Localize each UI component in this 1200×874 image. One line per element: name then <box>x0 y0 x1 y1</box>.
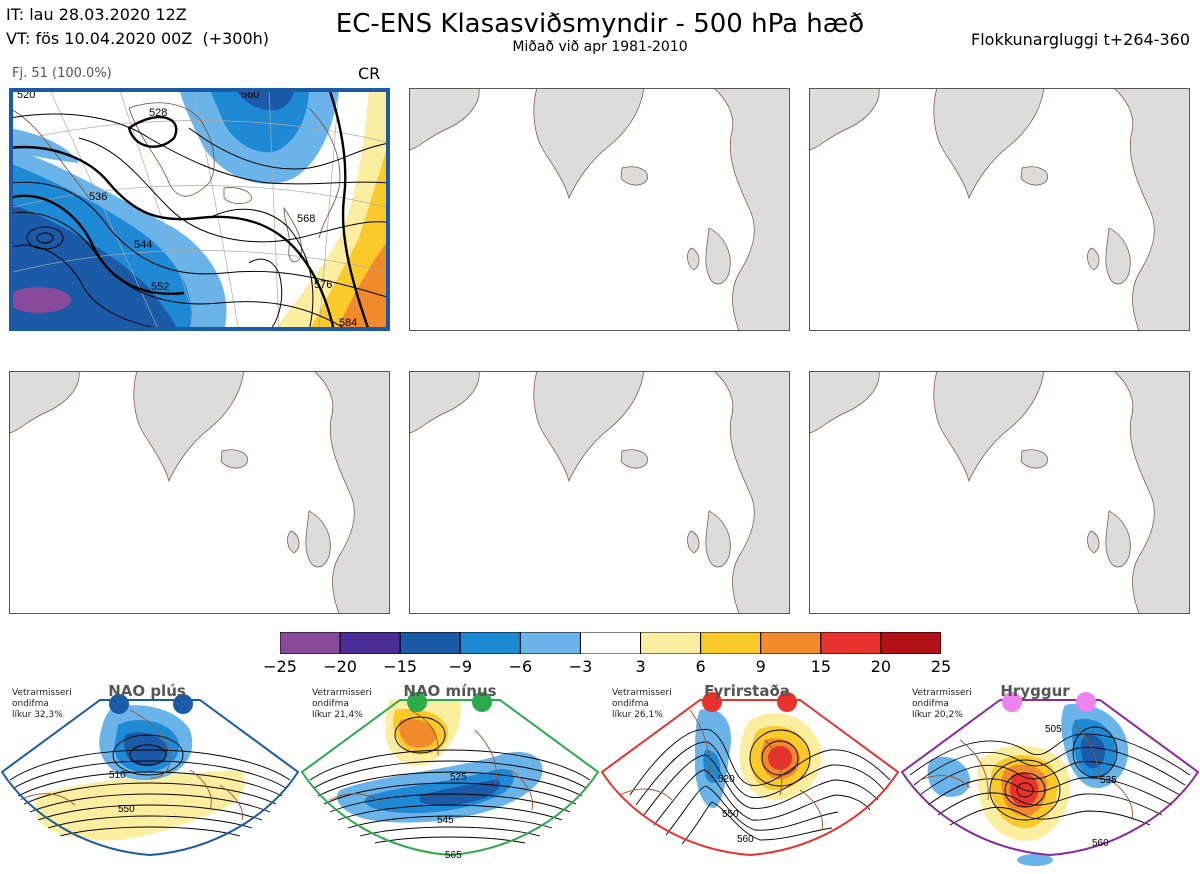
basemap <box>809 88 1190 331</box>
contour-label: 520 <box>17 89 35 101</box>
regime-name: Hryggur <box>1000 682 1070 700</box>
basemap <box>809 371 1190 614</box>
regime-name: NAO plús <box>108 682 186 700</box>
colorbar-tick-label: −3 <box>568 657 593 676</box>
regime-stats: Vetrarmisseri ondifma líkur 20,2% <box>912 688 972 720</box>
regime-panel-nao-minus[interactable]: 525 545 565 NAO mínus Vetrarmisseri ondif… <box>300 680 600 870</box>
contour-label: 536 <box>89 191 107 203</box>
cluster-count-label: Fj. 51 (100.0%) <box>12 66 112 81</box>
contour-label: 560 <box>241 89 259 101</box>
colorbar-tick-label: 20 <box>870 657 892 676</box>
colorbar-swatch <box>820 632 882 654</box>
contour-label: 568 <box>297 213 315 225</box>
initial-time: IT: lau 28.03.2020 12Z <box>6 5 187 24</box>
contour-label: 528 <box>149 107 167 119</box>
regime-stats: Vetrarmisseri ondifma líkur 26,1% <box>612 688 672 720</box>
regime-stats: Vetrarmisseri ondifma líkur 21,4% <box>312 688 372 720</box>
regime-contour-label: 545 <box>437 815 454 826</box>
basemap <box>409 88 790 331</box>
cluster-regime-code: CR <box>358 64 381 83</box>
anomaly-colorbar <box>280 632 941 654</box>
colorbar-tick-label: −20 <box>323 657 357 676</box>
colorbar-swatch <box>880 632 941 654</box>
cluster-anomaly-map: 520 528 536 544 552 560 568 576 584 <box>9 88 390 331</box>
colorbar-tick-label: 3 <box>635 657 646 676</box>
regime-name: NAO mínus <box>403 682 497 700</box>
regime-contour-label: 550 <box>118 804 135 815</box>
page-title: EC-ENS Klasasviðsmyndir - 500 hPa hæð <box>335 9 865 39</box>
regime-map: 520 550 560 <box>600 692 900 857</box>
colorbar-swatch <box>640 632 702 654</box>
colorbar-tick-label: −25 <box>263 657 297 676</box>
cluster-map-panel-6[interactable] <box>809 371 1190 614</box>
colorbar-swatch <box>700 632 762 654</box>
regime-map: 505 535 560 <box>900 692 1200 866</box>
regime-panel-ridge[interactable]: 505 535 560 Hryggur Vetrarmisseri ondifma… <box>900 680 1200 870</box>
colorbar-tick-label: 15 <box>810 657 831 676</box>
colorbar-swatch <box>399 632 461 654</box>
contour-label: 576 <box>314 279 332 291</box>
contour-label: 584 <box>339 317 357 329</box>
colorbar-swatch <box>339 632 401 654</box>
cluster-map-panel-3[interactable] <box>809 88 1190 331</box>
regime-contour-label: 525 <box>450 772 467 783</box>
colorbar-swatch <box>519 632 581 654</box>
colorbar-tick-label: −9 <box>448 657 473 676</box>
regime-panel-blocking[interactable]: 520 550 560 Fyrirstaða Vetrarmisseri ondi… <box>600 680 900 870</box>
page-subtitle: Miðað við apr 1981-2010 <box>512 39 688 55</box>
cluster-map-panel-4[interactable] <box>9 371 390 614</box>
colorbar-swatch <box>579 632 642 654</box>
colorbar-tick-label: 6 <box>695 657 706 676</box>
basemap <box>409 371 790 614</box>
cluster-map-panel-1[interactable]: 520 528 536 544 552 560 568 576 584 <box>9 88 390 331</box>
regime-map: 510 550 <box>0 694 300 857</box>
classification-window: Flokkunargluggi t+264-360 <box>971 30 1190 49</box>
regime-stats: Vetrarmisseri ondifma líkur 32,3% <box>12 688 72 720</box>
regime-contour-label: 505 <box>1045 724 1062 735</box>
valid-time: VT: fös 10.04.2020 00Z (+300h) <box>6 29 270 48</box>
colorbar-swatch <box>280 632 341 654</box>
regime-map: 525 545 565 <box>300 692 600 861</box>
regime-contour-label: 565 <box>445 850 462 861</box>
regime-contour-label: 520 <box>718 774 735 785</box>
colorbar-tick-label: −15 <box>383 657 418 676</box>
regime-name: Fyrirstaða <box>704 682 790 700</box>
cluster-map-panel-5[interactable] <box>409 371 790 614</box>
regime-contour-label: 560 <box>737 834 754 845</box>
colorbar-swatch <box>760 632 822 654</box>
regime-contour-label: 550 <box>722 809 739 820</box>
colorbar-swatch <box>459 632 521 654</box>
contour-label: 552 <box>151 281 169 293</box>
colorbar-tick-label: 25 <box>930 657 952 676</box>
cluster-map-panel-2[interactable] <box>409 88 790 331</box>
colorbar-tick-label: −6 <box>508 657 533 676</box>
basemap <box>9 371 390 614</box>
regime-contour-label: 560 <box>1092 838 1109 849</box>
regime-contour-label: 535 <box>1100 775 1117 786</box>
regime-contour-label: 510 <box>109 770 126 781</box>
contour-label: 544 <box>134 239 152 251</box>
regime-panel-nao-plus[interactable]: 510 550 NAO plús Vetrarmisseri ondifma lík… <box>0 680 300 870</box>
colorbar-tick-label: 9 <box>755 657 766 676</box>
